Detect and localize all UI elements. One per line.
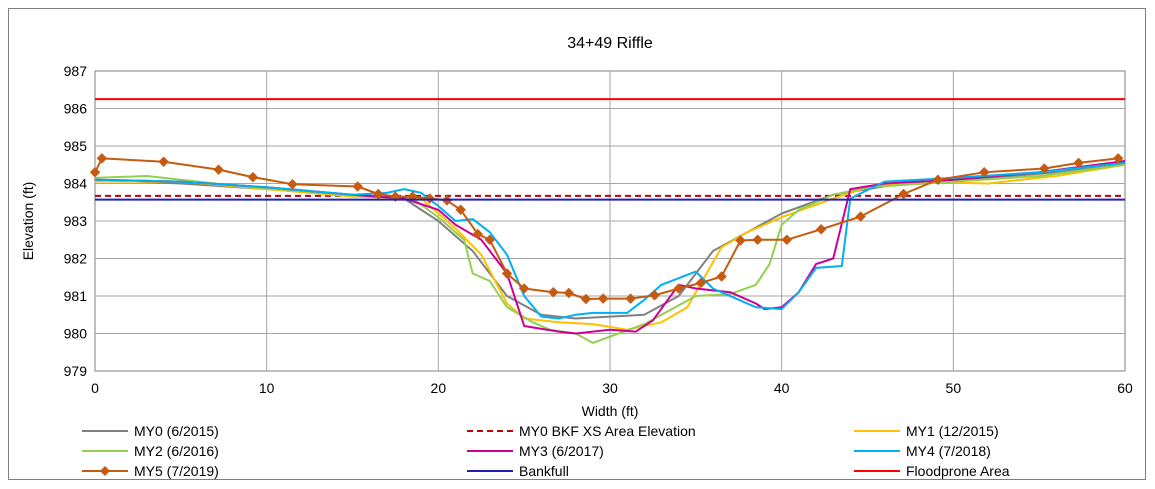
legend-swatch bbox=[82, 450, 128, 452]
chart-legend: MY0 (6/2015) MY0 BKF XS Area Elevation MY1… bbox=[9, 421, 1145, 479]
y-tick-label: 983 bbox=[64, 213, 88, 229]
y-tick-label: 979 bbox=[64, 363, 88, 379]
data-point-marker bbox=[518, 283, 530, 294]
data-point-marker bbox=[96, 153, 108, 164]
legend-label: MY5 (7/2019) bbox=[134, 463, 219, 479]
y-tick-label: 987 bbox=[64, 63, 88, 79]
series-line bbox=[94, 160, 1126, 335]
x-tick-label: 60 bbox=[1117, 380, 1133, 396]
legend-label: MY3 (6/2017) bbox=[519, 443, 604, 459]
y-axis-label: Elevation (ft) bbox=[20, 182, 36, 261]
data-point-marker bbox=[548, 287, 559, 298]
legend-swatch bbox=[467, 450, 513, 452]
legend-swatch bbox=[467, 470, 513, 472]
data-point-marker bbox=[424, 193, 435, 204]
data-point-marker bbox=[1112, 153, 1124, 164]
chart-frame: 979 980 981 982 983 984 985 986 987 0 10 20 30 40 50 60… bbox=[8, 8, 1146, 480]
data-point-marker bbox=[1073, 157, 1084, 169]
data-point-marker bbox=[597, 293, 609, 304]
data-point-marker bbox=[673, 283, 684, 294]
x-tick-label: 10 bbox=[259, 380, 275, 396]
data-point-marker bbox=[649, 290, 660, 301]
y-tick-label: 980 bbox=[64, 326, 88, 342]
legend-item: MY5 (7/2019) bbox=[82, 461, 219, 479]
data-point-marker bbox=[580, 293, 592, 305]
series-line bbox=[94, 161, 1126, 320]
legend-label: MY0 BKF XS Area Elevation bbox=[519, 423, 696, 439]
data-point-marker bbox=[855, 211, 866, 222]
legend-label: MY2 (6/2016) bbox=[134, 443, 219, 459]
legend-swatch bbox=[467, 430, 513, 432]
legend-label: Bankfull bbox=[519, 463, 569, 479]
legend-item: MY0 BKF XS Area Elevation bbox=[467, 421, 696, 441]
data-point-marker bbox=[1039, 163, 1050, 174]
data-point-marker bbox=[352, 181, 363, 192]
data-point-marker bbox=[735, 235, 746, 246]
legend-item: MY4 (7/2018) bbox=[854, 441, 991, 461]
data-point-marker bbox=[716, 271, 727, 282]
legend-swatch bbox=[82, 466, 128, 476]
legend-label: MY0 (6/2015) bbox=[134, 423, 219, 439]
data-point-marker bbox=[563, 287, 575, 299]
chart-svg: 979 980 981 982 983 984 985 986 987 0 10 20 30 40 50 60… bbox=[20, 35, 1133, 419]
data-point-marker bbox=[501, 268, 513, 279]
legend-item: MY1 (12/2015) bbox=[854, 421, 999, 441]
y-tick-label: 984 bbox=[64, 176, 88, 192]
data-point-marker bbox=[373, 188, 384, 200]
data-point-marker bbox=[89, 167, 101, 178]
data-point-marker bbox=[752, 234, 763, 245]
data-point-marker bbox=[158, 156, 169, 167]
legend-item: Bankfull bbox=[467, 461, 569, 479]
legend-swatch bbox=[854, 450, 900, 452]
y-tick-label: 986 bbox=[64, 101, 88, 117]
data-point-marker bbox=[781, 234, 793, 245]
legend-item: MY3 (6/2017) bbox=[467, 441, 604, 461]
data-point-marker bbox=[815, 224, 827, 235]
legend-label: MY1 (12/2015) bbox=[906, 423, 999, 439]
x-tick-label: 50 bbox=[946, 380, 962, 396]
data-point-marker bbox=[287, 179, 298, 190]
legend-swatch bbox=[82, 430, 128, 432]
data-point-marker bbox=[213, 164, 224, 175]
y-tick-label: 981 bbox=[64, 288, 88, 304]
legend-swatch bbox=[854, 470, 900, 472]
x-tick-label: 20 bbox=[431, 380, 447, 396]
data-point-marker bbox=[979, 167, 990, 178]
data-point-marker bbox=[455, 204, 466, 215]
x-tick-label: 40 bbox=[774, 380, 790, 396]
y-tick-label: 985 bbox=[64, 138, 88, 154]
legend-item: MY0 (6/2015) bbox=[82, 421, 219, 441]
legend-label: Floodprone Area bbox=[906, 463, 1010, 479]
data-point-marker bbox=[625, 293, 636, 304]
data-point-marker bbox=[484, 234, 496, 245]
x-tick-label: 0 bbox=[91, 380, 99, 396]
y-tick-label: 982 bbox=[64, 251, 88, 267]
legend-swatch bbox=[854, 430, 900, 432]
legend-item: MY2 (6/2016) bbox=[82, 441, 219, 461]
data-point-marker bbox=[472, 228, 484, 240]
x-tick-label: 30 bbox=[602, 380, 618, 396]
data-point-marker bbox=[932, 174, 944, 185]
x-axis-label: Width (ft) bbox=[582, 403, 639, 419]
data-point-marker bbox=[247, 171, 259, 183]
data-point-marker bbox=[695, 277, 707, 289]
legend-item: Floodprone Area bbox=[854, 461, 1010, 479]
legend-label: MY4 (7/2018) bbox=[906, 443, 991, 459]
chart-title: 34+49 Riffle bbox=[567, 35, 653, 52]
data-point-marker bbox=[898, 188, 909, 200]
